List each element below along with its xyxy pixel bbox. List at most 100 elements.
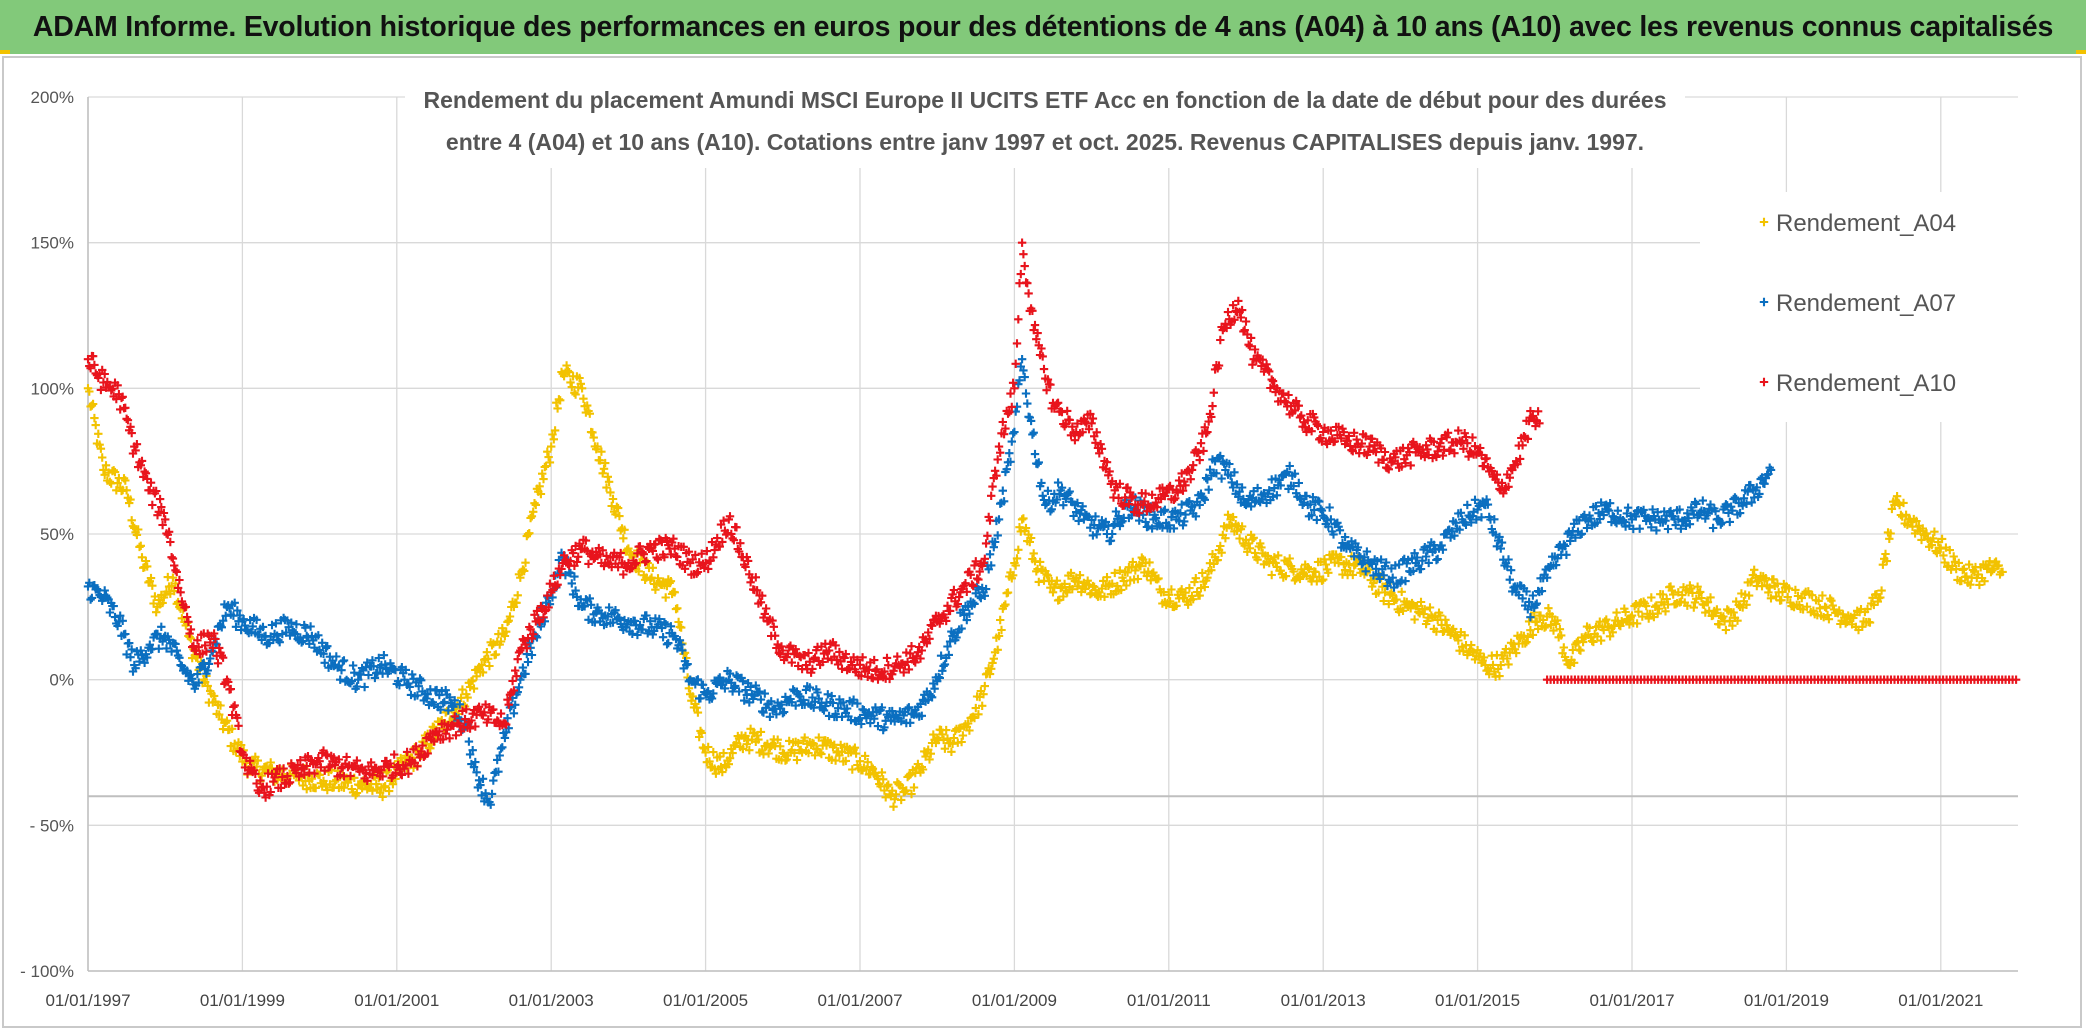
data-marker — [323, 785, 332, 795]
data-marker — [193, 669, 202, 679]
data-marker — [571, 390, 580, 399]
data-marker — [655, 614, 664, 624]
data-marker — [1201, 429, 1211, 438]
data-marker — [772, 710, 781, 719]
data-marker — [230, 701, 239, 710]
data-marker — [543, 447, 552, 456]
data-marker — [1742, 499, 1751, 508]
data-marker — [752, 586, 762, 595]
data-marker — [585, 594, 594, 603]
data-marker — [1564, 660, 1574, 669]
data-marker — [1025, 537, 1034, 547]
data-marker — [85, 387, 94, 396]
data-marker — [413, 762, 422, 771]
data-marker — [1658, 590, 1668, 599]
data-marker — [209, 691, 219, 701]
data-marker — [422, 694, 431, 703]
data-marker — [939, 661, 948, 671]
data-marker — [1483, 500, 1493, 509]
data-marker — [975, 692, 984, 702]
data-marker — [474, 662, 484, 672]
data-marker — [1506, 566, 1516, 575]
data-marker — [897, 717, 906, 726]
data-marker — [756, 695, 766, 704]
data-marker — [311, 783, 320, 793]
data-marker — [190, 684, 199, 693]
data-marker — [1174, 476, 1184, 485]
data-marker — [294, 772, 304, 781]
data-marker — [1959, 564, 1969, 573]
data-marker — [813, 688, 822, 697]
data-marker — [535, 617, 544, 627]
data-marker — [1237, 483, 1247, 492]
data-marker — [1761, 574, 1770, 583]
data-marker — [998, 417, 1007, 427]
data-marker — [155, 494, 165, 504]
data-marker — [484, 715, 493, 724]
data-marker — [985, 669, 995, 679]
data-marker — [1204, 417, 1213, 426]
data-marker — [548, 593, 557, 602]
data-marker — [1374, 569, 1383, 579]
data-marker — [405, 682, 414, 692]
data-marker — [1409, 566, 1418, 576]
data-marker — [1765, 463, 1774, 472]
data-marker — [1441, 615, 1450, 624]
data-marker — [512, 598, 521, 607]
data-marker — [1468, 433, 1477, 442]
data-marker — [543, 591, 552, 600]
data-marker — [628, 551, 637, 560]
data-marker — [204, 659, 214, 669]
data-marker — [1338, 538, 1347, 548]
data-marker — [566, 378, 575, 387]
data-marker — [1033, 328, 1042, 338]
data-marker — [648, 563, 657, 572]
data-marker — [1557, 631, 1566, 640]
data-marker — [440, 697, 449, 707]
data-marker — [1204, 485, 1213, 494]
data-marker — [635, 542, 645, 551]
data-marker — [1407, 554, 1417, 563]
data-marker — [1321, 560, 1330, 569]
data-marker — [709, 689, 718, 698]
data-marker — [1495, 671, 1504, 681]
data-marker — [153, 629, 162, 639]
data-marker — [553, 580, 562, 589]
data-marker — [1070, 436, 1080, 445]
data-marker — [465, 682, 475, 692]
data-marker — [462, 705, 471, 714]
data-marker — [1307, 511, 1316, 520]
data-marker — [1605, 499, 1615, 508]
data-marker — [436, 705, 445, 714]
data-marker — [1807, 591, 1817, 600]
data-marker — [734, 687, 744, 696]
data-marker — [1488, 660, 1498, 670]
data-marker — [1348, 447, 1357, 456]
data-marker — [1223, 470, 1233, 479]
data-marker — [827, 691, 836, 701]
data-marker — [496, 637, 506, 646]
data-marker — [677, 623, 686, 632]
data-marker — [562, 361, 571, 370]
data-marker — [1463, 500, 1472, 510]
data-marker — [252, 615, 261, 624]
data-marker — [598, 614, 607, 623]
data-marker — [966, 570, 975, 579]
data-marker — [1437, 541, 1446, 550]
data-marker — [118, 485, 127, 495]
data-marker — [1899, 498, 1908, 508]
data-marker — [1692, 594, 1701, 603]
data-marker — [1725, 616, 1734, 625]
data-marker — [692, 569, 701, 578]
data-marker — [683, 659, 692, 669]
data-marker — [1667, 586, 1677, 595]
data-marker — [413, 691, 422, 700]
data-marker — [526, 625, 535, 634]
data-marker — [1020, 372, 1029, 382]
data-marker — [107, 386, 116, 395]
data-marker — [978, 701, 987, 710]
data-marker — [1086, 409, 1095, 419]
data-marker — [1526, 613, 1535, 622]
data-marker — [1198, 568, 1207, 578]
data-marker — [938, 730, 947, 739]
